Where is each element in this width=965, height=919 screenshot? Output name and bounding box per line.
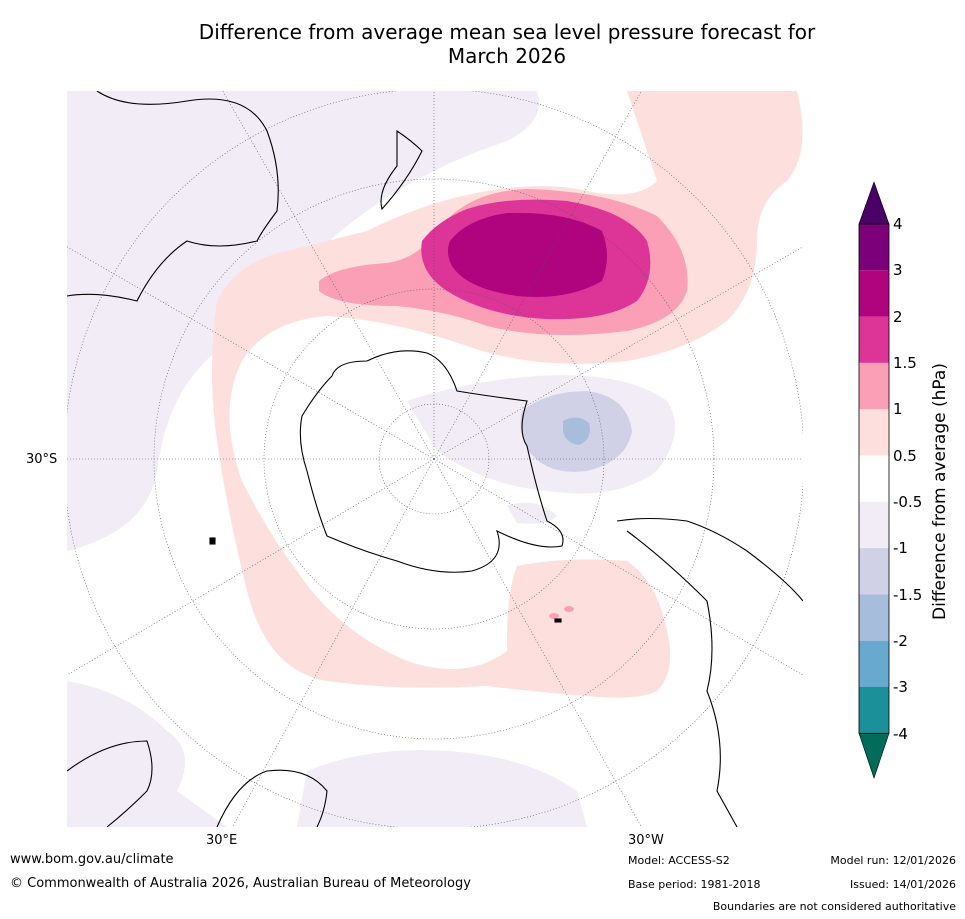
coastline-south-america bbox=[616, 517, 803, 827]
coastline-antarctica bbox=[299, 350, 564, 573]
tick-2: 2 bbox=[893, 308, 903, 326]
colorbar-extend-bottom bbox=[858, 732, 890, 779]
coastline-australia bbox=[67, 91, 279, 302]
chart-title: Difference from average mean sea level p… bbox=[0, 20, 965, 68]
tick-m3: -3 bbox=[893, 678, 908, 696]
lat-label-30s: 30°S bbox=[26, 452, 58, 467]
anomaly-region-weak-negative-nw bbox=[67, 91, 539, 551]
graticule bbox=[67, 91, 803, 827]
colorbar-bin-m3-m2 bbox=[859, 640, 889, 687]
colorbar-label: Difference from average (hPa) bbox=[930, 363, 950, 620]
colorbar-bin-m1-m0-5 bbox=[859, 501, 889, 549]
footer-disclaimer: Boundaries are not considered authoritat… bbox=[712, 900, 956, 913]
anomaly-spot-1 bbox=[549, 613, 559, 619]
anomaly-region-weak-negative-sw bbox=[67, 681, 227, 827]
footer-website: www.bom.gov.au/climate bbox=[10, 852, 174, 867]
coastline-new-zealand bbox=[380, 129, 423, 211]
colorbar-bin-2-3 bbox=[859, 270, 889, 317]
colorbar-bin-m4-m3 bbox=[859, 687, 889, 734]
colorbar-bin-0-5-1 bbox=[859, 409, 889, 456]
footer-issued: Issued: 14/01/2026 bbox=[849, 878, 956, 891]
tick-m2: -2 bbox=[893, 632, 908, 650]
colorbar-bin-1-5-2 bbox=[859, 316, 889, 363]
coastline-africa bbox=[67, 740, 328, 827]
anomaly-spot-2 bbox=[564, 606, 574, 612]
anomaly-region-weak-negative-south bbox=[297, 750, 587, 827]
colorbar-bin-neutral bbox=[859, 455, 889, 502]
island-marker bbox=[209, 537, 216, 545]
lon-label-30w: 30°W bbox=[628, 833, 664, 848]
colorbar-outline bbox=[858, 223, 890, 734]
colorbar-bin-m2-m1-5 bbox=[859, 594, 889, 641]
tick-3: 3 bbox=[893, 261, 903, 279]
title-line-1: Difference from average mean sea level p… bbox=[198, 20, 816, 44]
tick-m1-5: -1.5 bbox=[893, 586, 923, 604]
tick-0-5: 0.5 bbox=[893, 447, 917, 465]
colorbar-bin-1-1-5 bbox=[859, 362, 889, 410]
tick-1-5: 1.5 bbox=[893, 354, 917, 372]
tick-4: 4 bbox=[893, 215, 903, 233]
tick-m1: -1 bbox=[893, 539, 908, 557]
footer-copyright: © Commonwealth of Australia 2026, Austra… bbox=[10, 876, 471, 891]
anomaly-region-weak-negative-east2 bbox=[507, 502, 557, 524]
colorbar-bin-m1-5-m1 bbox=[859, 548, 889, 595]
anomaly-region-negative-2-1-5 bbox=[563, 417, 590, 445]
polar-map bbox=[67, 91, 803, 827]
tick-m4: -4 bbox=[893, 725, 908, 743]
colorbar-bin-3-4 bbox=[859, 224, 889, 271]
footer-base-period: Base period: 1981-2018 bbox=[628, 878, 761, 891]
tick-1: 1 bbox=[893, 400, 903, 418]
tick-m0-5: -0.5 bbox=[893, 493, 923, 511]
title-line-2: March 2026 bbox=[447, 44, 567, 68]
island-marker-2 bbox=[554, 618, 562, 623]
lon-label-30e: 30°E bbox=[206, 833, 238, 848]
coastlines bbox=[67, 91, 803, 827]
footer-model: Model: ACCESS-S2 bbox=[628, 854, 730, 867]
colorbar: 4 3 2 1.5 1 0.5 -0.5 -1 -1.5 -2 -3 -4 bbox=[858, 180, 958, 790]
colorbar-extend-top bbox=[858, 181, 890, 225]
anomaly-region-weak-positive-south bbox=[507, 559, 671, 696]
footer-model-run: Model run: 12/01/2026 bbox=[830, 854, 956, 867]
anomaly-region-positive-2-3 bbox=[447, 212, 607, 297]
